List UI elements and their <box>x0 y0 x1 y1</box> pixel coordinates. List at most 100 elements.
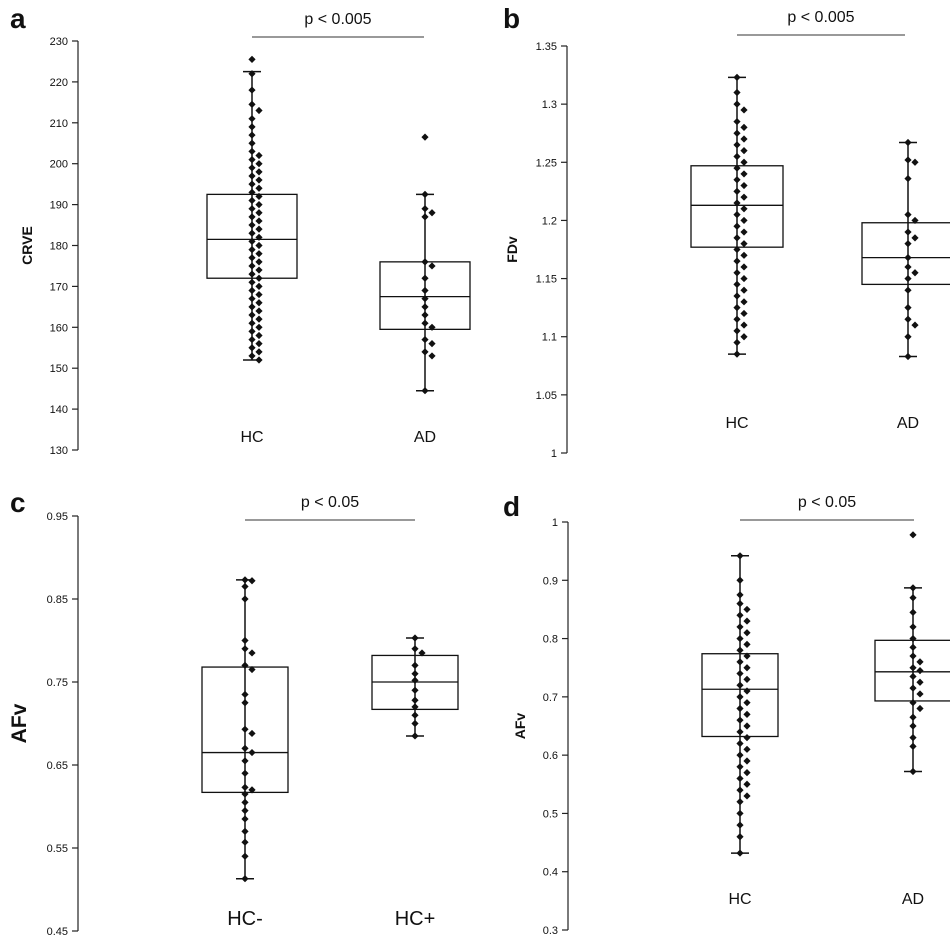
data-point <box>736 849 744 857</box>
y-tick-label: 130 <box>50 445 68 457</box>
data-point <box>909 594 917 602</box>
data-point <box>255 168 263 176</box>
category-label: AD <box>902 891 924 908</box>
data-point <box>733 152 741 161</box>
data-point <box>248 70 256 78</box>
data-point <box>248 139 256 147</box>
data-point <box>255 151 263 160</box>
data-point <box>248 156 256 164</box>
data-point <box>736 693 744 701</box>
y-tick-label: 0.85 <box>47 594 68 606</box>
data-point <box>736 704 744 713</box>
data-point <box>733 280 741 288</box>
y-tick-label: 0.6 <box>543 750 558 762</box>
data-point <box>241 595 249 603</box>
data-point <box>743 792 751 800</box>
data-point <box>248 286 256 295</box>
y-axis-label: AFv <box>512 713 528 740</box>
data-point <box>255 209 263 217</box>
data-point <box>904 263 912 271</box>
data-point <box>740 106 748 114</box>
data-point <box>733 88 741 97</box>
category-label: HC <box>240 429 263 446</box>
data-point <box>911 269 919 277</box>
data-point <box>248 221 256 229</box>
data-point <box>736 600 744 608</box>
data-point <box>736 591 744 599</box>
data-point <box>255 176 263 184</box>
data-point <box>733 350 741 358</box>
data-point <box>255 323 263 331</box>
data-point <box>411 719 419 728</box>
data-point <box>736 798 744 806</box>
data-point <box>241 827 249 835</box>
data-point <box>909 584 917 592</box>
data-point <box>736 611 744 619</box>
data-point <box>248 245 256 254</box>
data-point <box>248 205 256 213</box>
data-point <box>255 282 263 290</box>
data-point <box>248 649 256 657</box>
box-AD <box>874 531 950 776</box>
data-point <box>248 86 256 94</box>
data-point <box>736 751 744 759</box>
data-point <box>418 649 426 657</box>
data-point <box>248 335 256 344</box>
data-point <box>255 348 263 356</box>
data-point <box>421 311 429 319</box>
data-point <box>428 340 436 348</box>
y-tick-label: 230 <box>50 36 68 48</box>
data-point <box>911 216 919 225</box>
data-point <box>909 767 917 776</box>
data-point <box>733 129 741 137</box>
data-point <box>241 744 249 752</box>
data-point <box>248 327 256 335</box>
data-point <box>736 552 744 560</box>
data-point <box>421 133 429 141</box>
data-point <box>255 217 263 225</box>
data-point <box>248 748 256 757</box>
data-point <box>411 676 419 684</box>
data-point <box>255 331 263 340</box>
data-point <box>904 156 912 164</box>
data-point <box>740 170 748 178</box>
data-point <box>255 184 263 192</box>
y-tick-label: 1.35 <box>536 41 557 53</box>
data-point <box>733 338 741 347</box>
category-label: HC- <box>227 908 263 930</box>
data-point <box>743 769 751 777</box>
data-point <box>733 117 741 126</box>
y-tick-label: 140 <box>50 404 68 416</box>
y-tick-label: 0.65 <box>47 760 68 772</box>
data-point <box>248 665 256 674</box>
data-point <box>916 667 924 675</box>
data-point <box>411 634 419 642</box>
data-point <box>736 833 744 841</box>
data-point <box>916 690 924 698</box>
data-point <box>241 757 249 765</box>
data-point <box>740 193 748 201</box>
data-point <box>248 295 256 303</box>
data-point <box>255 340 263 348</box>
y-tick-label: 150 <box>50 363 68 375</box>
data-point <box>733 164 741 172</box>
data-point <box>740 321 748 329</box>
data-point <box>733 315 741 323</box>
data-point <box>255 274 263 282</box>
data-point <box>743 640 751 648</box>
data-point <box>743 687 751 695</box>
data-point <box>255 307 263 315</box>
p-value-annotation: p < 0.05 <box>301 494 359 511</box>
data-point <box>248 237 256 246</box>
data-point <box>248 254 256 262</box>
data-point <box>248 262 256 270</box>
y-tick-label: 1 <box>552 517 558 529</box>
data-point <box>241 852 249 860</box>
data-point <box>733 222 741 230</box>
data-point <box>421 274 429 282</box>
data-point <box>255 290 263 299</box>
data-point <box>743 605 751 614</box>
data-point <box>241 769 249 777</box>
data-point <box>909 652 917 660</box>
